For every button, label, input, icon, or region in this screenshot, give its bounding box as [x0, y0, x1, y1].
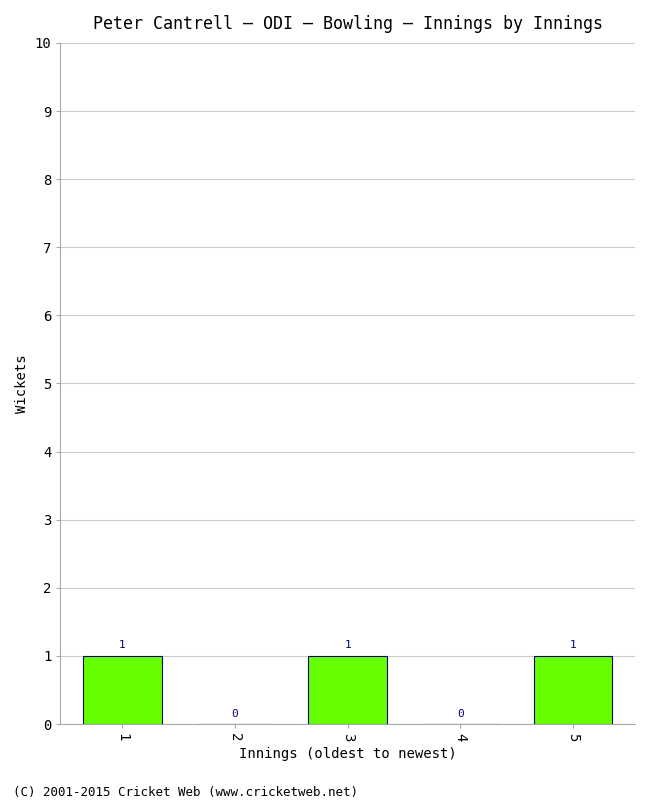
Title: Peter Cantrell – ODI – Bowling – Innings by Innings: Peter Cantrell – ODI – Bowling – Innings…	[93, 15, 603, 33]
Text: 1: 1	[569, 641, 577, 650]
Text: 0: 0	[231, 709, 239, 718]
Text: (C) 2001-2015 Cricket Web (www.cricketweb.net): (C) 2001-2015 Cricket Web (www.cricketwe…	[13, 786, 358, 799]
Y-axis label: Wickets: Wickets	[15, 354, 29, 413]
X-axis label: Innings (oldest to newest): Innings (oldest to newest)	[239, 747, 456, 761]
Text: 1: 1	[344, 641, 351, 650]
Bar	[83, 656, 162, 724]
Text: 0: 0	[457, 709, 463, 718]
Bar	[308, 656, 387, 724]
Text: 1: 1	[119, 641, 125, 650]
Bar	[534, 656, 612, 724]
